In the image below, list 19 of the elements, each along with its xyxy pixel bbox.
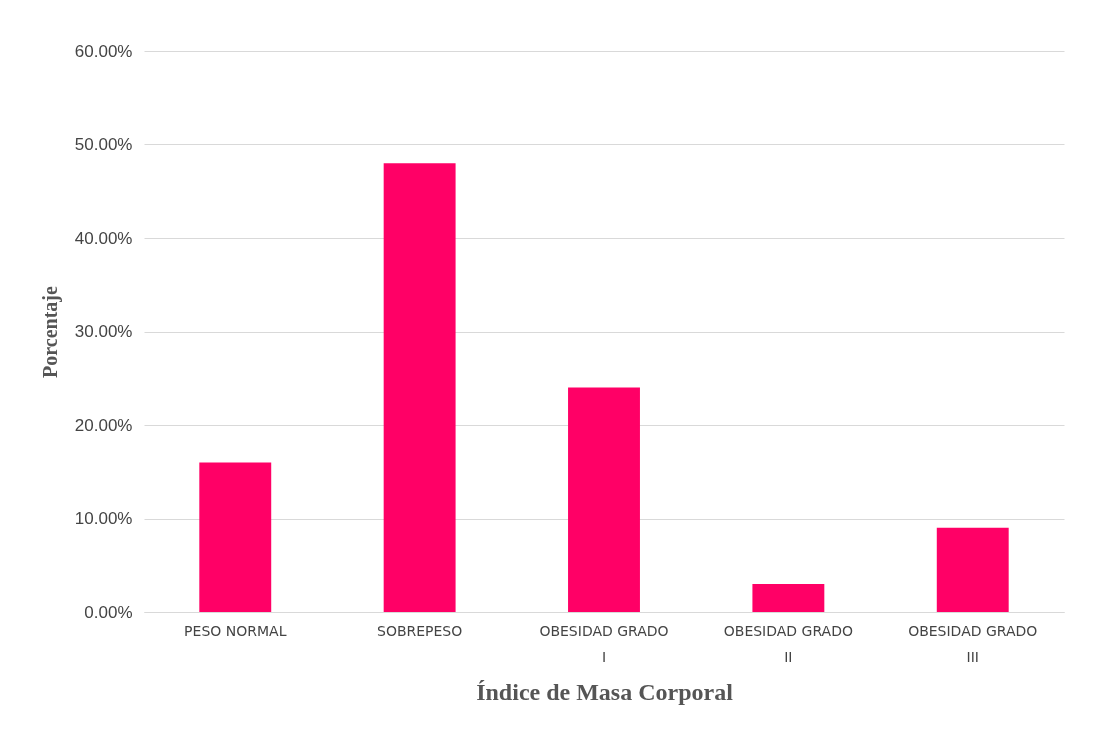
y-tick-label: 60.00% <box>74 41 133 61</box>
y-tick-label: 20.00% <box>74 415 133 435</box>
x-tick-label: OBESIDAD GRADO III <box>908 622 1038 665</box>
y-axis-title: Porcentaje <box>38 285 62 378</box>
bar <box>568 387 640 612</box>
y-tick-label: 30.00% <box>74 322 133 341</box>
bar <box>752 583 825 612</box>
bar <box>199 462 272 612</box>
x-tick-label: OBESIDAD GRADO II <box>723 622 853 665</box>
y-tick-label: 0.00% <box>84 602 133 622</box>
bar <box>936 527 1009 612</box>
bar <box>383 163 456 612</box>
x-axis-title: Índice de Masa Corporal <box>476 678 734 705</box>
x-tick-label: PESO NORMAL <box>184 622 287 639</box>
x-tick-label: OBESIDAD GRADO I <box>539 622 669 665</box>
y-tick-label: 50.00% <box>74 135 133 154</box>
x-tick-label: SOBREPESO <box>376 622 463 639</box>
y-tick-label: 10.00% <box>74 509 133 528</box>
y-tick-label: 40.00% <box>74 228 133 248</box>
